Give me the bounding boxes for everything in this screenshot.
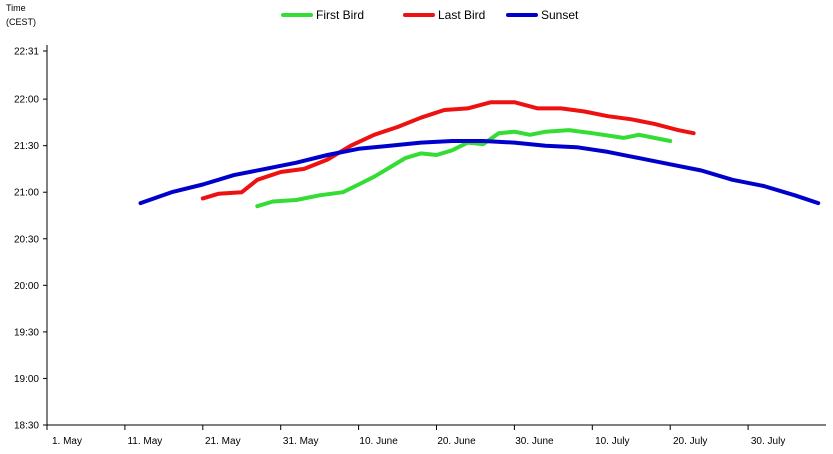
x-tick-label: 11. May [127,436,162,447]
y-axis-ticks: 22:31 22:00 21:30 21:00 20:30 20:00 19:30 19:00… [14,47,47,432]
y-tick-label: 18:30 [14,421,39,432]
x-tick-label: 10. July [595,436,629,447]
y-tick-label: 19:30 [14,327,39,338]
x-tick-label: 21. May [205,436,241,447]
y-axis-title-line2: (CEST) [6,17,36,27]
x-tick-label: 10. June [359,436,398,447]
x-tick-label: 30. June [515,436,554,447]
legend: First Bird Last Bird Sunset [281,8,579,22]
x-tick-label: 20. July [673,436,707,447]
x-tick-label: 30. July [751,436,785,447]
legend-label-1: Last Bird [438,8,485,22]
legend-label-0: First Bird [316,8,364,22]
x-tick-label: 31. May [283,436,319,447]
y-tick-label: 20:00 [14,281,39,292]
series-line-2 [138,139,821,206]
y-tick-label: 21:30 [14,141,39,152]
y-tick-label: 22:00 [14,95,39,106]
x-tick-label: 20. June [437,436,476,447]
y-axis-title-line1: Time [6,3,26,13]
y-tick-label: 21:00 [14,188,39,199]
y-tick-label: 22:31 [14,47,39,58]
legend-label-2: Sunset [541,8,579,22]
series-line-1 [200,100,696,201]
y-tick-label: 20:30 [14,234,39,245]
series-lines [138,100,821,209]
x-tick-label: 1. May [52,436,82,447]
series-line-0 [255,128,673,209]
x-axis-ticks: 1. May 11. May 21. May 31. May 10. June 20. J… [46,425,785,447]
y-tick-label: 19:00 [14,374,39,385]
